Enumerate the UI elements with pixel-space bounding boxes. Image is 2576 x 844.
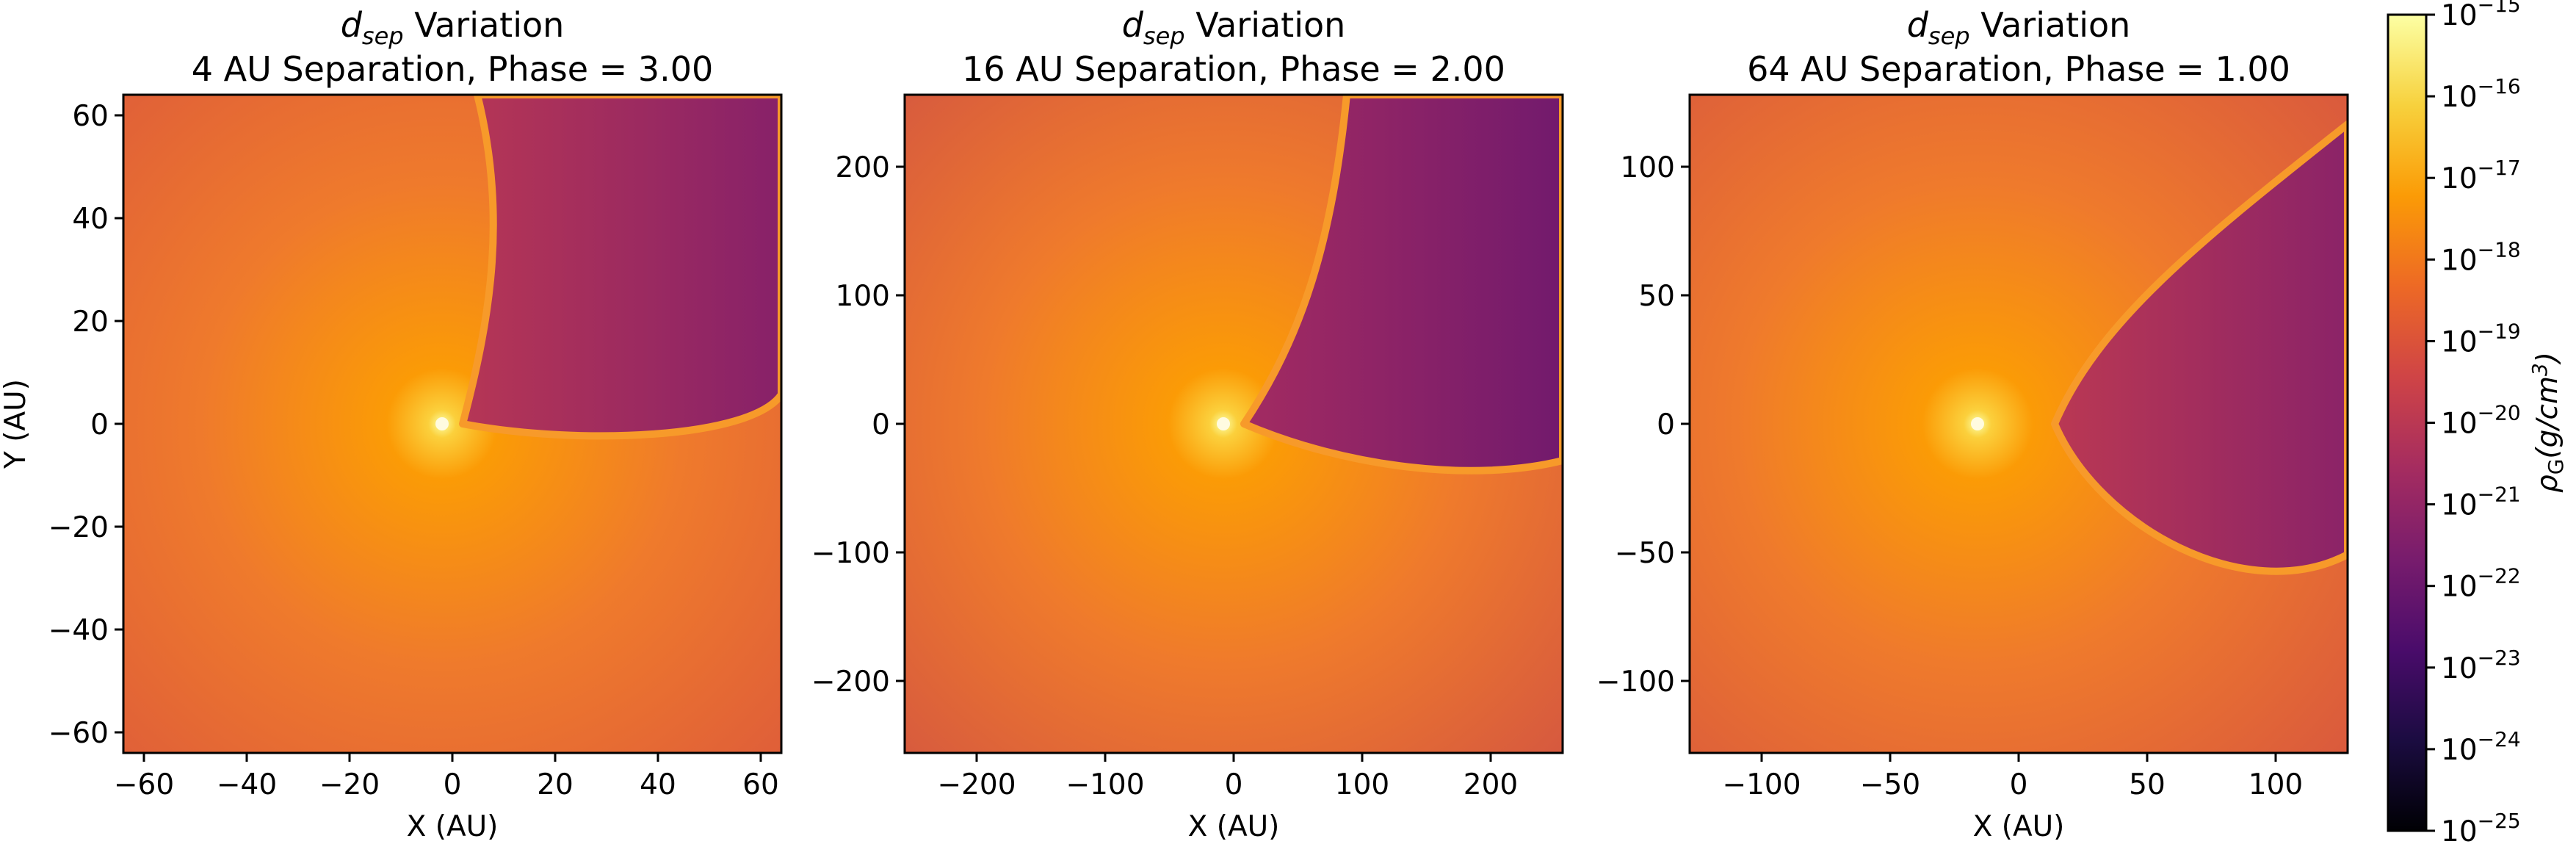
star-marker [1971,417,1984,430]
y-tick-label: 60 [72,100,109,133]
x-tick-label: −60 [114,768,174,801]
colorbar-label-symbol: ρ [2531,475,2564,493]
x-axis: −100 −50 0 50 100 [1722,753,2303,801]
shock-wake [459,95,781,440]
y-tick-label: −20 [48,511,109,544]
x-tick-label: 100 [2248,768,2303,801]
title-symbol: d [1122,5,1144,45]
y-axis: −100 −50 0 50 100 [1596,151,1690,699]
colorbar-tick-label: 10−20 [2441,401,2521,441]
colorbar-label-units-sup: 3 [2528,363,2552,376]
panel-subtitle: 16 AU Separation, Phase = 2.00 [962,49,1505,89]
x-tick-label: 60 [742,768,779,801]
colorbar-tick-label: 10−15 [2441,0,2521,32]
y-axis-label: Y (AU) [0,379,32,469]
colorbar-tick-label: 10−23 [2441,646,2521,685]
density-map [905,95,1563,753]
colorbar-gradient [2388,15,2426,831]
colorbar-tick-label: 10−24 [2441,727,2521,767]
colorbar-label: ρG(g/cm3) [2528,352,2568,493]
title-rest: Variation [1970,5,2131,45]
x-tick-label: −50 [1860,768,1920,801]
x-tick-label: 50 [2129,768,2166,801]
colorbar-tick-label: 10−25 [2441,809,2521,844]
x-axis: −200 −100 0 100 200 [937,753,1518,801]
density-map [123,95,781,753]
x-axis: −60 −40 −20 0 20 40 60 [114,753,779,801]
x-axis-label: X (AU) [407,810,499,843]
x-tick-label: 0 [444,768,462,801]
title-symbol: d [1907,5,1929,45]
y-tick-label: −100 [1596,666,1675,699]
x-tick-label: 100 [1335,768,1389,801]
shock-wake [1240,95,1563,475]
colorbar: 10−15 10−16 10−17 10−18 10−19 10−20 10−21 10−22… [2387,0,2568,844]
x-tick-label: 200 [1464,768,1518,801]
shock-wake [2051,120,2348,575]
title-symbol-sub: sep [362,22,404,50]
colorbar-label-symbol-sub: G [2544,459,2568,475]
y-tick-label: 0 [90,408,109,441]
star-marker [1217,417,1230,430]
y-tick-label: −40 [48,614,109,647]
colorbar-ticks: 10−15 10−16 10−17 10−18 10−19 10−20 10−21 10−22… [2426,0,2521,844]
x-tick-label: −40 [217,768,277,801]
x-tick-label: −100 [1066,768,1144,801]
y-tick-label: 20 [72,306,109,339]
y-tick-label: 50 [1638,280,1675,313]
colorbar-label-units-close: ) [2531,352,2564,365]
colorbar-tick-label: 10−19 [2441,319,2521,358]
x-axis-label: X (AU) [1973,810,2065,843]
panel-4au: dsep Variation 4 AU Separation, Phase = … [0,5,783,843]
star-marker [435,417,449,430]
y-tick-label: −60 [48,717,109,750]
x-tick-label: −20 [319,768,380,801]
title-symbol: d [341,5,363,45]
x-tick-label: 0 [1225,768,1243,801]
panel-title: dsep Variation [1907,5,2131,50]
y-tick-label: 100 [1621,151,1675,184]
y-tick-label: −100 [811,537,890,570]
colorbar-label-units: (g/cm [2531,376,2564,459]
y-tick-label: 0 [1657,408,1675,441]
x-tick-label: −100 [1722,768,1801,801]
title-rest: Variation [1185,5,1346,45]
colorbar-tick-label: 10−17 [2441,156,2521,195]
y-tick-label: −50 [1615,537,1675,570]
colorbar-tick-label: 10−22 [2441,564,2521,604]
y-axis: −60 −40 −20 0 20 40 60 [48,100,123,750]
y-tick-label: 40 [72,203,109,236]
panel-title: dsep Variation [341,5,565,50]
x-tick-label: 0 [2010,768,2028,801]
x-axis-label: X (AU) [1188,810,1280,843]
panel-subtitle: 64 AU Separation, Phase = 1.00 [1747,49,2290,89]
panel-16au: dsep Variation 16 AU Separation, Phase =… [811,5,1564,843]
x-tick-label: 40 [640,768,676,801]
x-tick-label: −200 [937,768,1016,801]
colorbar-tick-label: 10−18 [2441,237,2521,277]
y-tick-label: −200 [811,666,890,699]
panel-subtitle: 4 AU Separation, Phase = 3.00 [192,49,714,89]
panel-64au: dsep Variation 64 AU Separation, Phase =… [1596,5,2349,843]
y-axis: −200 −100 0 100 200 [811,151,905,699]
y-tick-label: 0 [872,408,890,441]
panel-title: dsep Variation [1122,5,1346,50]
x-tick-label: 20 [537,768,574,801]
density-map [1690,95,2348,753]
title-symbol-sub: sep [1928,22,1970,50]
title-rest: Variation [404,5,565,45]
y-tick-label: 100 [836,280,890,313]
title-symbol-sub: sep [1143,22,1185,50]
y-tick-label: 200 [836,151,890,184]
colorbar-tick-label: 10−21 [2441,483,2521,522]
colorbar-tick-label: 10−16 [2441,74,2521,114]
